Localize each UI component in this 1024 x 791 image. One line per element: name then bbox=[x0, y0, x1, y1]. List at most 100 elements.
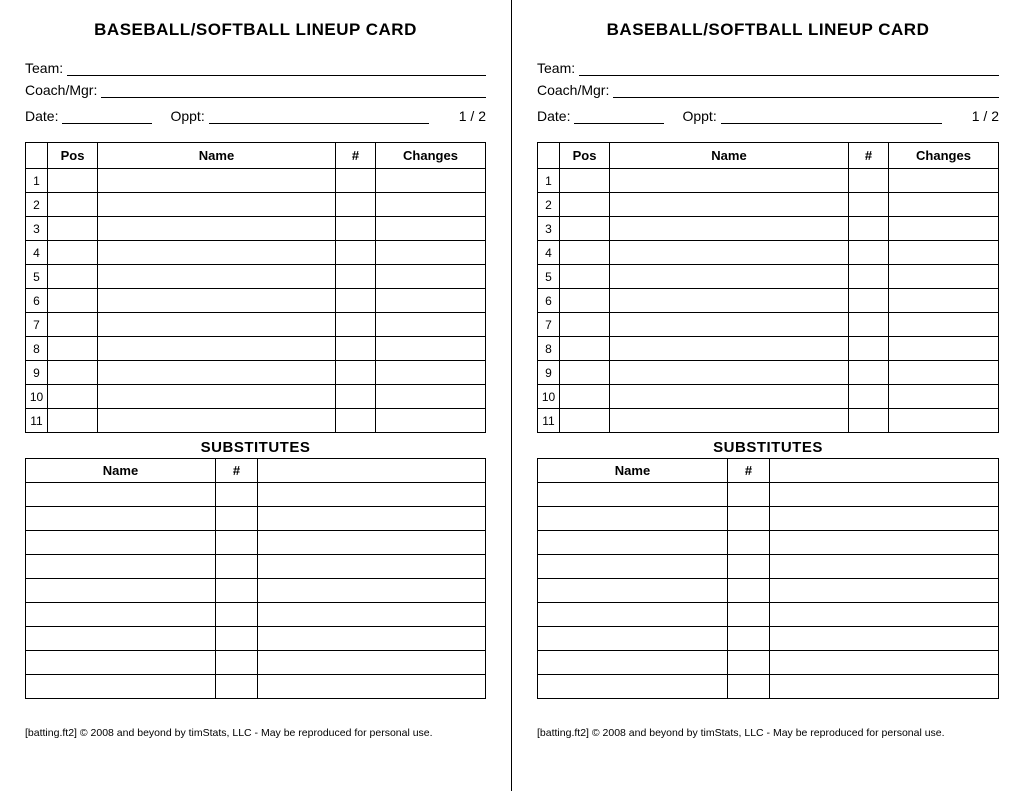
lineup-cell-changes[interactable] bbox=[889, 289, 999, 313]
subs-cell-hash[interactable] bbox=[728, 507, 770, 531]
lineup-cell-pos[interactable] bbox=[560, 289, 610, 313]
lineup-cell-name[interactable] bbox=[98, 409, 336, 433]
date-field[interactable] bbox=[62, 108, 152, 124]
lineup-cell-name[interactable] bbox=[610, 409, 849, 433]
oppt-field[interactable] bbox=[209, 108, 429, 124]
subs-cell-rest[interactable] bbox=[770, 531, 999, 555]
lineup-cell-pos[interactable] bbox=[48, 241, 98, 265]
subs-cell-name[interactable] bbox=[538, 531, 728, 555]
lineup-cell-hash[interactable] bbox=[336, 169, 376, 193]
lineup-cell-changes[interactable] bbox=[376, 313, 486, 337]
subs-cell-hash[interactable] bbox=[728, 555, 770, 579]
lineup-cell-name[interactable] bbox=[610, 289, 849, 313]
subs-cell-name[interactable] bbox=[26, 651, 216, 675]
lineup-cell-hash[interactable] bbox=[849, 385, 889, 409]
lineup-cell-name[interactable] bbox=[98, 337, 336, 361]
lineup-cell-changes[interactable] bbox=[889, 361, 999, 385]
lineup-cell-pos[interactable] bbox=[560, 217, 610, 241]
subs-cell-name[interactable] bbox=[26, 579, 216, 603]
subs-cell-rest[interactable] bbox=[770, 675, 999, 699]
subs-cell-rest[interactable] bbox=[258, 483, 486, 507]
subs-cell-hash[interactable] bbox=[216, 627, 258, 651]
subs-cell-name[interactable] bbox=[26, 675, 216, 699]
lineup-cell-name[interactable] bbox=[610, 361, 849, 385]
subs-cell-hash[interactable] bbox=[728, 483, 770, 507]
lineup-cell-name[interactable] bbox=[610, 265, 849, 289]
team-field[interactable] bbox=[67, 58, 486, 76]
subs-cell-hash[interactable] bbox=[728, 627, 770, 651]
subs-cell-hash[interactable] bbox=[728, 651, 770, 675]
lineup-cell-pos[interactable] bbox=[48, 289, 98, 313]
subs-cell-rest[interactable] bbox=[258, 579, 486, 603]
lineup-cell-changes[interactable] bbox=[889, 217, 999, 241]
lineup-cell-name[interactable] bbox=[610, 193, 849, 217]
subs-cell-rest[interactable] bbox=[770, 555, 999, 579]
lineup-cell-name[interactable] bbox=[98, 265, 336, 289]
subs-cell-name[interactable] bbox=[26, 531, 216, 555]
lineup-cell-pos[interactable] bbox=[48, 361, 98, 385]
subs-cell-hash[interactable] bbox=[216, 483, 258, 507]
subs-cell-hash[interactable] bbox=[216, 603, 258, 627]
lineup-cell-pos[interactable] bbox=[48, 169, 98, 193]
lineup-cell-name[interactable] bbox=[98, 241, 336, 265]
subs-cell-name[interactable] bbox=[26, 603, 216, 627]
lineup-cell-hash[interactable] bbox=[849, 169, 889, 193]
subs-cell-hash[interactable] bbox=[216, 555, 258, 579]
lineup-cell-name[interactable] bbox=[610, 217, 849, 241]
lineup-cell-pos[interactable] bbox=[560, 169, 610, 193]
subs-cell-hash[interactable] bbox=[216, 579, 258, 603]
lineup-cell-name[interactable] bbox=[610, 313, 849, 337]
lineup-cell-hash[interactable] bbox=[849, 337, 889, 361]
lineup-cell-changes[interactable] bbox=[376, 409, 486, 433]
lineup-cell-pos[interactable] bbox=[560, 409, 610, 433]
lineup-cell-changes[interactable] bbox=[889, 313, 999, 337]
subs-cell-hash[interactable] bbox=[728, 675, 770, 699]
lineup-cell-pos[interactable] bbox=[48, 385, 98, 409]
team-field[interactable] bbox=[579, 58, 999, 76]
subs-cell-rest[interactable] bbox=[258, 651, 486, 675]
subs-cell-hash[interactable] bbox=[216, 507, 258, 531]
lineup-cell-changes[interactable] bbox=[889, 241, 999, 265]
lineup-cell-pos[interactable] bbox=[560, 265, 610, 289]
lineup-cell-hash[interactable] bbox=[849, 361, 889, 385]
subs-cell-rest[interactable] bbox=[258, 507, 486, 531]
lineup-cell-changes[interactable] bbox=[376, 193, 486, 217]
lineup-cell-changes[interactable] bbox=[376, 361, 486, 385]
subs-cell-name[interactable] bbox=[26, 555, 216, 579]
subs-cell-name[interactable] bbox=[26, 507, 216, 531]
subs-cell-name[interactable] bbox=[538, 483, 728, 507]
lineup-cell-name[interactable] bbox=[610, 169, 849, 193]
subs-cell-name[interactable] bbox=[538, 555, 728, 579]
lineup-cell-pos[interactable] bbox=[48, 337, 98, 361]
subs-cell-hash[interactable] bbox=[216, 531, 258, 555]
subs-cell-hash[interactable] bbox=[728, 531, 770, 555]
subs-cell-hash[interactable] bbox=[728, 603, 770, 627]
lineup-cell-hash[interactable] bbox=[849, 289, 889, 313]
coach-field[interactable] bbox=[613, 80, 999, 98]
lineup-cell-name[interactable] bbox=[610, 337, 849, 361]
lineup-cell-hash[interactable] bbox=[336, 289, 376, 313]
lineup-cell-pos[interactable] bbox=[560, 193, 610, 217]
subs-cell-rest[interactable] bbox=[258, 603, 486, 627]
subs-cell-name[interactable] bbox=[538, 651, 728, 675]
lineup-cell-pos[interactable] bbox=[48, 265, 98, 289]
lineup-cell-hash[interactable] bbox=[336, 313, 376, 337]
lineup-cell-pos[interactable] bbox=[48, 217, 98, 241]
lineup-cell-pos[interactable] bbox=[560, 337, 610, 361]
subs-cell-hash[interactable] bbox=[216, 651, 258, 675]
lineup-cell-changes[interactable] bbox=[376, 265, 486, 289]
lineup-cell-name[interactable] bbox=[98, 193, 336, 217]
subs-cell-hash[interactable] bbox=[216, 675, 258, 699]
subs-cell-name[interactable] bbox=[26, 627, 216, 651]
subs-cell-rest[interactable] bbox=[770, 483, 999, 507]
lineup-cell-changes[interactable] bbox=[889, 193, 999, 217]
oppt-field[interactable] bbox=[721, 108, 942, 124]
subs-cell-rest[interactable] bbox=[258, 675, 486, 699]
lineup-cell-pos[interactable] bbox=[48, 409, 98, 433]
lineup-cell-name[interactable] bbox=[98, 313, 336, 337]
lineup-cell-pos[interactable] bbox=[560, 241, 610, 265]
lineup-cell-hash[interactable] bbox=[336, 193, 376, 217]
lineup-cell-changes[interactable] bbox=[889, 169, 999, 193]
lineup-cell-changes[interactable] bbox=[889, 337, 999, 361]
lineup-cell-pos[interactable] bbox=[560, 385, 610, 409]
